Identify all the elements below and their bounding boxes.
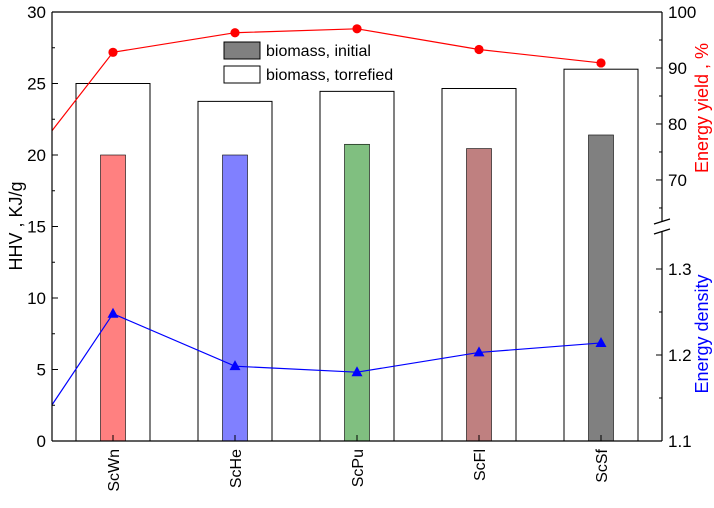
legend: biomass, initial biomass, torrefied xyxy=(223,41,393,84)
ticks: 0 5 10 15 20 25 30 70 80 90 100 1.1 1.2 1.3 ScWn ScHe Sc… xyxy=(27,3,696,492)
left-tick-label: 5 xyxy=(37,361,46,380)
energy-yield-point xyxy=(230,28,240,38)
left-tick-label: 10 xyxy=(27,289,46,308)
right-bottom-tick-label: 1.1 xyxy=(668,432,692,451)
left-tick-label: 0 xyxy=(37,432,46,451)
initial-bar xyxy=(466,148,492,442)
right-top-tick-label: 80 xyxy=(668,115,687,134)
initial-bar xyxy=(100,154,126,442)
legend-label-torrefied: biomass, torrefied xyxy=(266,67,393,84)
initial-bar xyxy=(344,143,370,442)
energy-density-point xyxy=(351,366,363,377)
category-label: ScFl xyxy=(472,449,489,481)
right-bottom-axis-title: Energy density xyxy=(692,274,712,393)
left-tick-label: 20 xyxy=(27,146,46,165)
line-series xyxy=(51,24,607,406)
initial-bar xyxy=(588,134,614,442)
energy-yield-line xyxy=(51,28,602,132)
legend-swatch-torrefied xyxy=(223,65,261,84)
right-top-tick-label: 70 xyxy=(668,171,687,190)
energy-yield-point xyxy=(474,44,484,55)
energy-density-point xyxy=(473,346,485,357)
category-label: ScPu xyxy=(350,449,367,487)
energy-density-point xyxy=(107,307,119,318)
energy-yield-point xyxy=(596,58,606,68)
legend-swatch-initial xyxy=(223,41,261,60)
category-label: ScWn xyxy=(106,449,123,492)
legend-label-initial: biomass, initial xyxy=(266,43,371,60)
axis-break-mark xyxy=(653,228,671,235)
energy-density-line xyxy=(51,312,602,406)
left-axis-title: HHV , KJ/g xyxy=(6,181,26,270)
category-label: ScSf xyxy=(594,448,611,482)
left-tick-label: 25 xyxy=(27,75,46,94)
initial-bar xyxy=(222,154,248,442)
axis-break-mark xyxy=(653,218,671,225)
right-top-tick-label: 90 xyxy=(668,59,687,78)
energy-density-point xyxy=(595,336,607,347)
energy-density-point xyxy=(229,360,241,371)
right-top-tick-label: 100 xyxy=(668,3,696,22)
left-tick-label: 30 xyxy=(27,3,46,22)
right-bottom-tick-label: 1.3 xyxy=(668,260,692,279)
energy-yield-point xyxy=(108,47,118,57)
initial-bars xyxy=(100,134,614,442)
axis-titles: HHV , KJ/g Energy yield , % Energy density xyxy=(6,43,712,394)
right-top-axis-title: Energy yield , % xyxy=(692,43,712,173)
right-bottom-tick-label: 1.2 xyxy=(668,346,692,365)
left-tick-label: 15 xyxy=(27,218,46,237)
energy-yield-point xyxy=(352,24,362,34)
category-label: ScHe xyxy=(228,449,245,488)
